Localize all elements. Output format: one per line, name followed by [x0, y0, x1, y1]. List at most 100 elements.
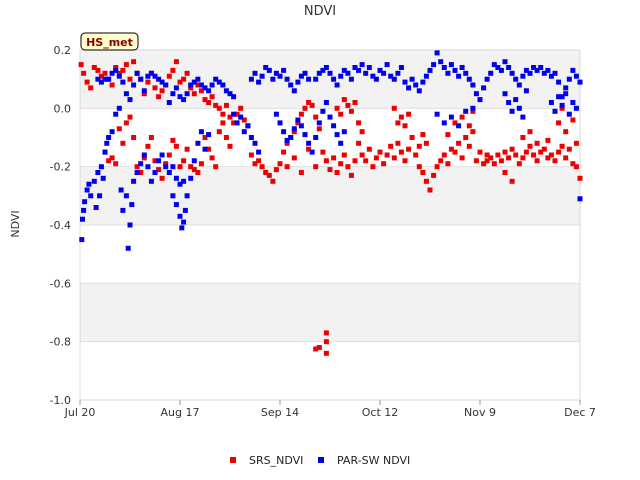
data-point: [113, 111, 119, 117]
data-point: [145, 164, 151, 170]
data-point: [459, 65, 465, 70]
data-point: [145, 79, 151, 85]
data-point: [409, 76, 415, 82]
x-tick-label: Oct 12: [362, 406, 399, 419]
data-point: [195, 82, 201, 88]
site-badge: HS_met: [80, 32, 139, 51]
data-point: [129, 202, 135, 208]
y-tick-label: 0.2: [54, 44, 72, 57]
plot-band: [80, 283, 580, 342]
data-point: [538, 149, 544, 155]
data-point: [202, 85, 208, 91]
data-point: [220, 82, 226, 88]
data-point: [277, 161, 283, 167]
data-point: [291, 126, 297, 132]
data-point: [445, 161, 451, 167]
data-point: [188, 164, 194, 170]
data-point: [109, 155, 115, 161]
data-point: [209, 155, 215, 161]
data-point: [93, 205, 99, 210]
data-point: [402, 79, 408, 85]
data-point: [502, 59, 508, 65]
data-point: [506, 155, 512, 161]
data-point: [116, 105, 122, 111]
data-point: [513, 76, 519, 82]
data-point: [163, 82, 169, 88]
data-point: [559, 143, 565, 149]
data-point: [416, 88, 422, 94]
data-point: [466, 143, 472, 149]
data-point: [291, 129, 297, 135]
data-point: [188, 85, 194, 91]
data-point: [120, 67, 126, 73]
data-point: [548, 152, 554, 158]
data-point: [481, 85, 487, 91]
data-point: [563, 129, 569, 135]
data-point: [102, 149, 108, 155]
data-point: [179, 225, 185, 231]
data-point: [177, 164, 183, 170]
data-point: [313, 76, 319, 82]
data-point: [288, 135, 294, 140]
data-point: [148, 178, 154, 184]
data-point: [270, 178, 276, 184]
data-point: [552, 158, 558, 164]
data-point: [206, 146, 212, 152]
y-tick-label: -0.2: [50, 161, 71, 174]
data-point: [220, 120, 226, 126]
data-point: [541, 146, 547, 152]
data-point: [166, 100, 172, 105]
data-point: [170, 164, 176, 170]
data-point: [109, 70, 115, 76]
data-point: [409, 135, 415, 140]
series-srs-ndvi: [78, 59, 583, 356]
data-point: [506, 100, 512, 105]
data-point: [434, 111, 440, 117]
data-point: [548, 73, 554, 79]
data-point: [145, 143, 151, 149]
data-point: [548, 100, 554, 105]
data-point: [563, 155, 569, 161]
data-point: [356, 67, 362, 73]
legend-swatch: [318, 457, 324, 463]
data-point: [256, 158, 262, 164]
data-point: [498, 158, 504, 164]
data-point: [388, 73, 394, 79]
data-point: [345, 164, 351, 170]
data-point: [377, 67, 383, 73]
data-point: [295, 120, 301, 126]
data-point: [263, 170, 269, 175]
data-point: [106, 135, 112, 140]
data-point: [163, 164, 169, 170]
data-point: [481, 161, 487, 167]
data-point: [509, 108, 515, 114]
data-point: [241, 117, 247, 123]
data-point: [95, 76, 101, 82]
data-point: [198, 82, 204, 88]
data-point: [281, 149, 287, 155]
data-point: [216, 105, 222, 111]
data-point: [395, 70, 401, 76]
data-point: [509, 178, 515, 184]
data-point: [123, 62, 129, 68]
data-point: [98, 164, 104, 170]
site-badge-box: [80, 32, 139, 51]
data-point: [206, 88, 212, 94]
data-point: [334, 170, 340, 175]
data-point: [327, 70, 333, 76]
data-point: [170, 91, 176, 97]
data-point: [423, 178, 429, 184]
y-axis-title: NDVI: [9, 210, 22, 237]
data-point: [563, 91, 569, 97]
data-point: [173, 143, 179, 149]
data-point: [534, 140, 540, 146]
data-point: [141, 152, 147, 158]
data-point: [459, 155, 465, 161]
data-point: [534, 158, 540, 164]
data-point: [573, 164, 579, 170]
data-point: [527, 70, 533, 76]
data-point: [127, 97, 133, 103]
data-point: [173, 175, 179, 181]
data-point: [202, 97, 208, 103]
